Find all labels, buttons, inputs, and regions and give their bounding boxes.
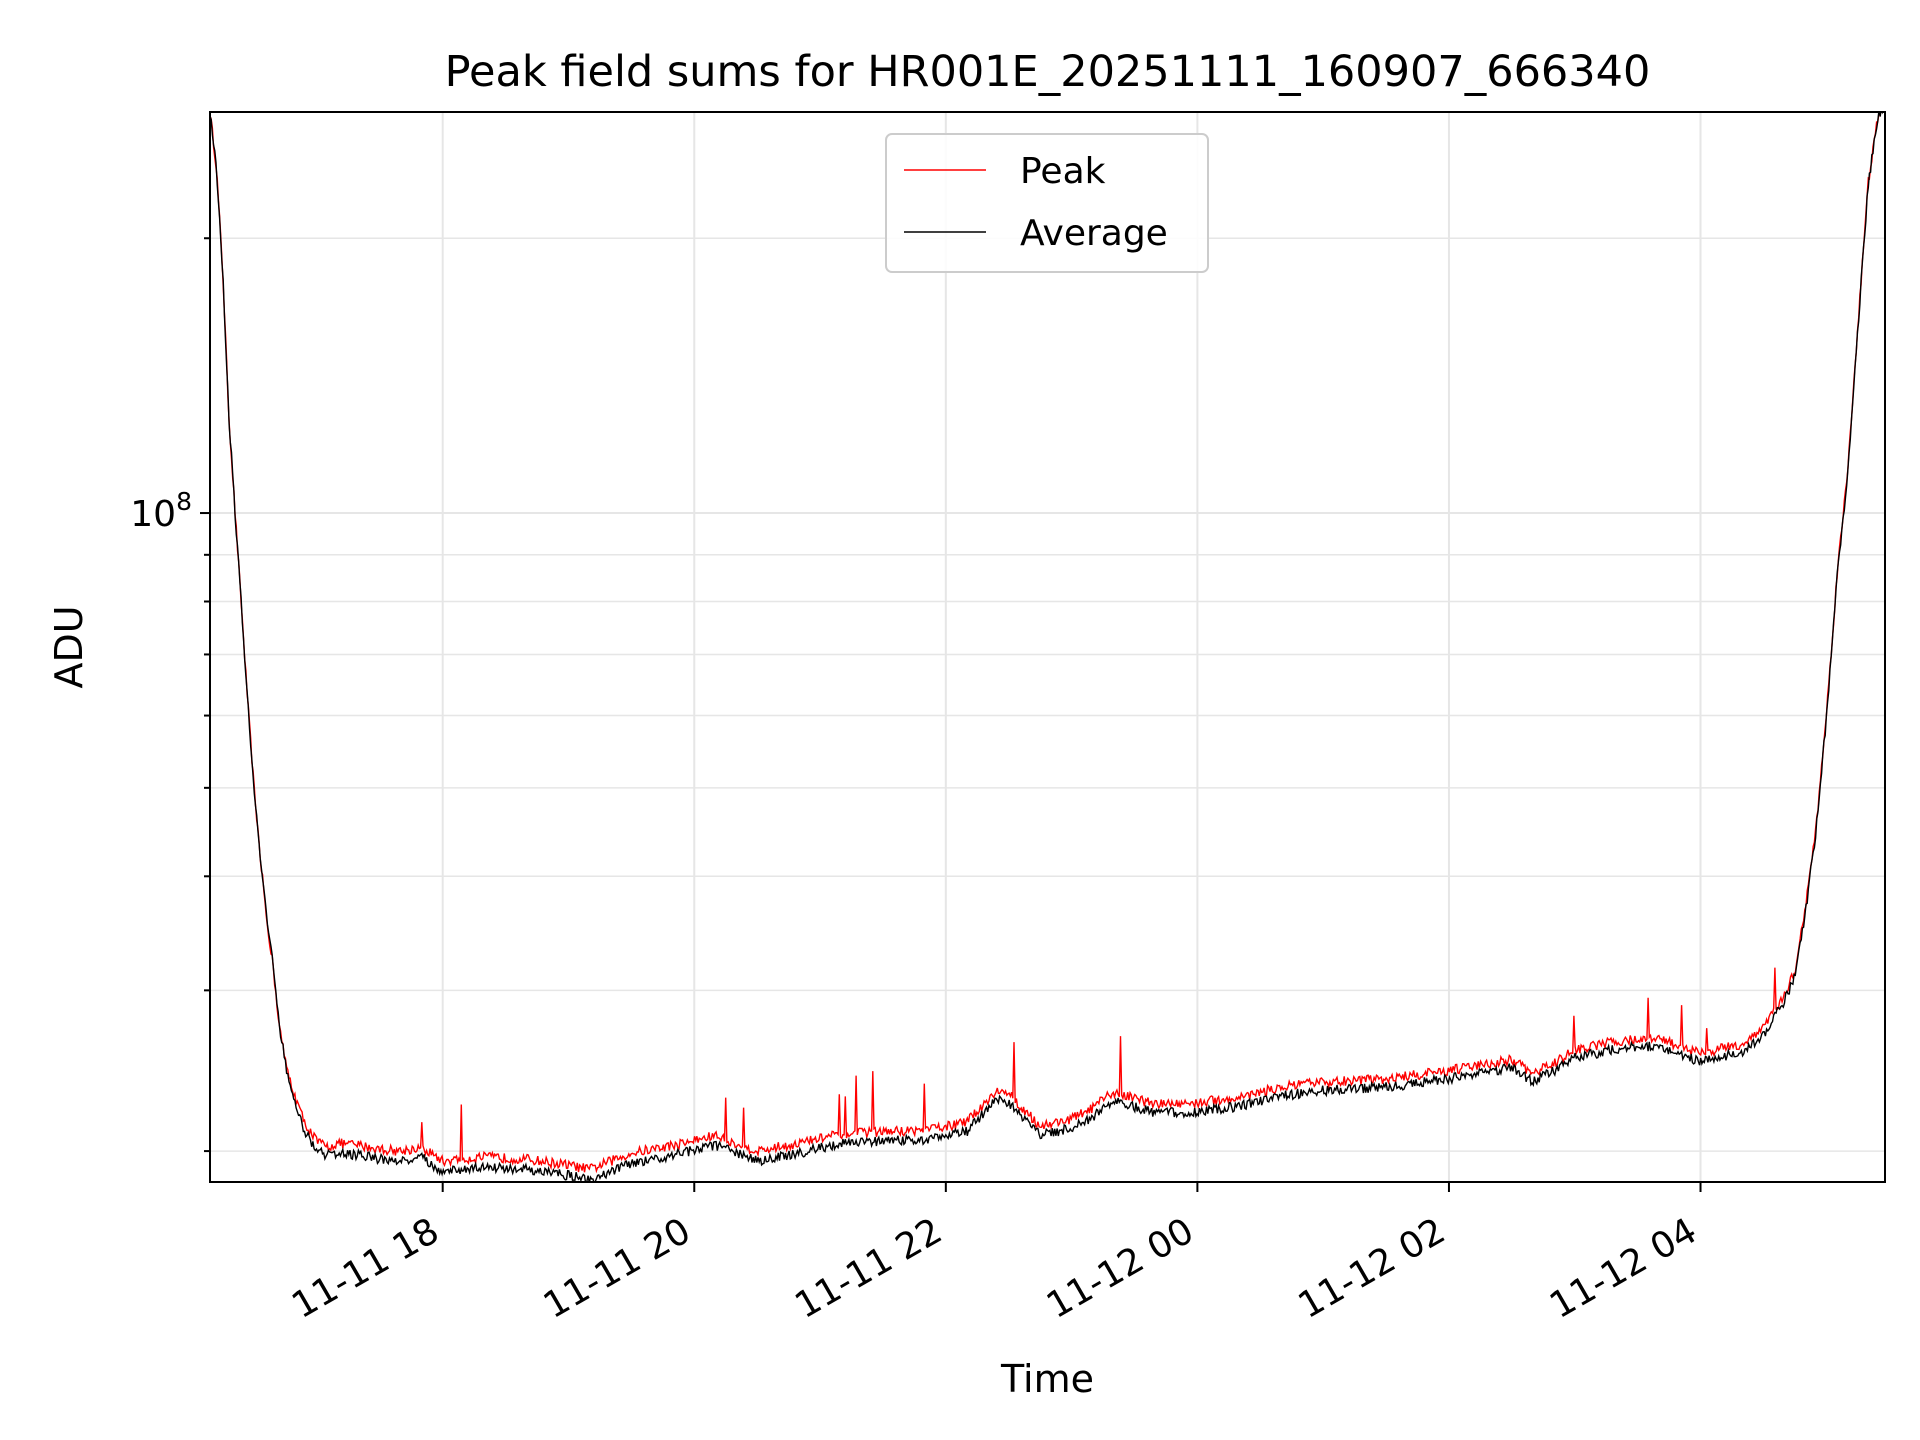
grid: [210, 112, 1885, 1182]
series-line-average: [210, 112, 1885, 1182]
legend-box: [885, 133, 1209, 273]
x-axis-label: Time: [1000, 1357, 1094, 1401]
y-tick-label: 108: [130, 487, 192, 535]
legend-label-average: Average: [1020, 213, 1168, 254]
series-line-peak: [210, 112, 1885, 1174]
plot-frame: [209, 111, 1886, 1183]
y-tick-base: 10: [130, 494, 176, 535]
y-axis-label: ADU: [47, 605, 91, 688]
y-tick-exponent: 8: [176, 487, 192, 516]
series-lines: [210, 112, 1885, 1182]
legend-label-peak: Peak: [1020, 151, 1106, 192]
chart-title: Peak field sums for HR001E_20251111_1609…: [445, 47, 1651, 97]
legend: Peak Average: [885, 133, 1209, 273]
